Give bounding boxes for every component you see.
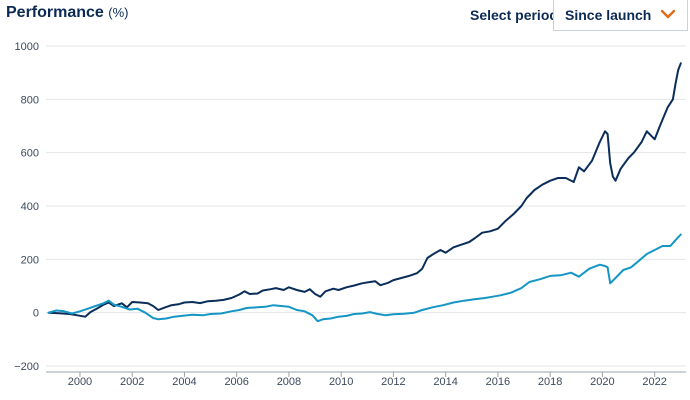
y-tick-label: 200 xyxy=(21,254,39,266)
y-tick-label: 400 xyxy=(21,201,39,213)
period-select-value: Since launch xyxy=(565,7,652,23)
x-tick-label: 2010 xyxy=(329,376,353,388)
x-tick-label: 2002 xyxy=(120,376,144,388)
x-tick-label: 2006 xyxy=(224,376,248,388)
chart-title: Performance (%) xyxy=(6,4,129,22)
period-label: Select period: xyxy=(470,7,563,23)
chart-title-text: Performance xyxy=(6,4,104,21)
y-axis-labels: 1000 800 600 400 200 0 −200 xyxy=(14,41,39,373)
y-tick-label: 800 xyxy=(21,94,39,106)
x-tick-label: 2014 xyxy=(433,376,457,388)
x-tick-label: 2016 xyxy=(486,376,510,388)
y-tick-label: 1000 xyxy=(15,41,39,53)
x-tick-label: 2022 xyxy=(642,376,666,388)
y-tick-label: 0 xyxy=(33,308,39,320)
chart-title-unit: (%) xyxy=(108,5,129,20)
x-tick-label: 2020 xyxy=(590,376,614,388)
chart-grid xyxy=(46,45,686,367)
chart-series xyxy=(47,62,682,323)
chevron-down-icon xyxy=(660,9,676,19)
y-tick-label: 600 xyxy=(21,148,39,160)
chart-header: Performance (%) Select period: Since lau… xyxy=(0,0,690,34)
x-axis: 2000 2002 2004 2006 2008 2010 2012 2014 2016 2018… xyxy=(46,371,686,388)
period-select[interactable]: Since launch xyxy=(553,0,688,31)
x-tick-label: 2004 xyxy=(172,376,196,388)
x-tick-label: 2018 xyxy=(538,376,562,388)
x-tick-label: 2012 xyxy=(381,376,405,388)
x-tick-label: 2000 xyxy=(68,376,92,388)
series-line-2 xyxy=(47,233,682,323)
series-line-1 xyxy=(47,62,682,318)
y-tick-label: −200 xyxy=(14,361,39,373)
x-tick-label: 2008 xyxy=(277,376,301,388)
